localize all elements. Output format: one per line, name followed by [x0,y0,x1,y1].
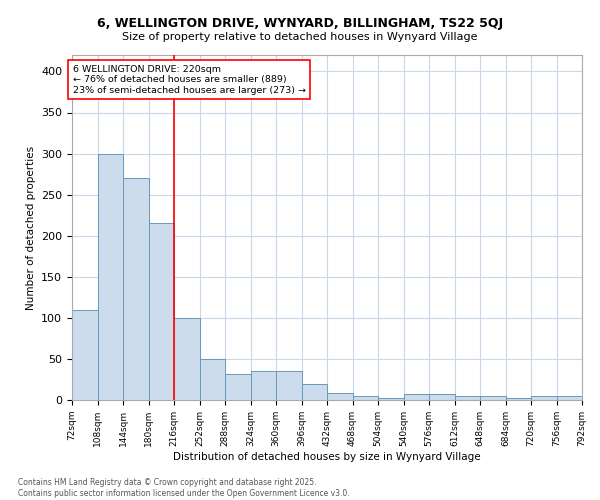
Bar [455,396,480,400]
Bar [174,318,199,400]
Bar [276,371,302,400]
X-axis label: Distribution of detached houses by size in Wynyard Village: Distribution of detached houses by size … [173,452,481,462]
Text: 6, WELLINGTON DRIVE, WYNYARD, BILLINGHAM, TS22 5QJ: 6, WELLINGTON DRIVE, WYNYARD, BILLINGHAM… [97,18,503,30]
Bar [353,396,378,400]
Bar [302,384,327,400]
Bar [97,154,123,400]
Bar [404,394,429,400]
Text: Contains HM Land Registry data © Crown copyright and database right 2025.
Contai: Contains HM Land Registry data © Crown c… [18,478,350,498]
Bar [531,396,557,400]
Text: Size of property relative to detached houses in Wynyard Village: Size of property relative to detached ho… [122,32,478,42]
Bar [429,394,455,400]
Bar [327,394,353,400]
Bar [480,396,505,400]
Y-axis label: Number of detached properties: Number of detached properties [26,146,35,310]
Bar [557,396,582,400]
Bar [149,224,174,400]
Bar [72,310,97,400]
Bar [251,371,276,400]
Bar [582,398,600,400]
Bar [378,398,404,400]
Bar [123,178,149,400]
Bar [199,359,225,400]
Text: 6 WELLINGTON DRIVE: 220sqm
← 76% of detached houses are smaller (889)
23% of sem: 6 WELLINGTON DRIVE: 220sqm ← 76% of deta… [73,65,306,94]
Bar [225,374,251,400]
Bar [505,398,531,400]
